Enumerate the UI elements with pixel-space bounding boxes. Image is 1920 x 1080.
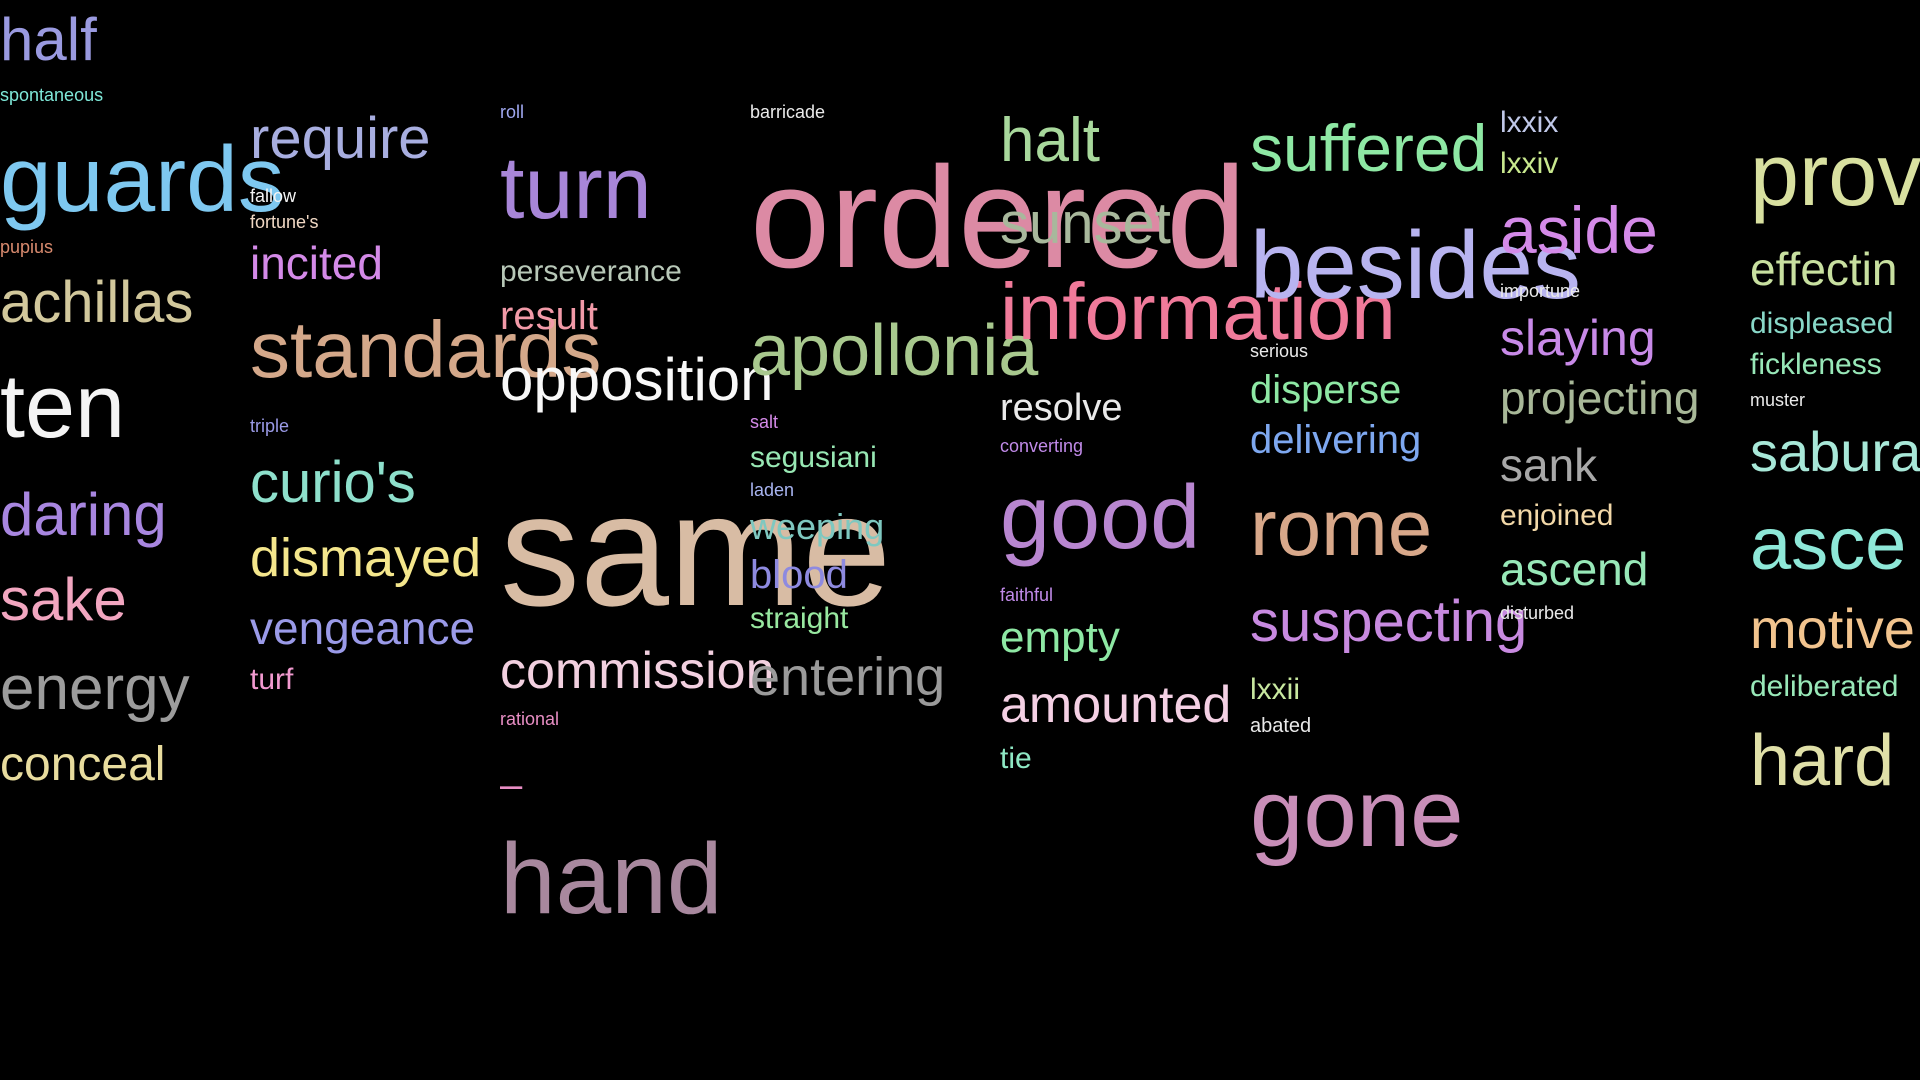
word: information [1000, 267, 1396, 356]
word: triple [250, 416, 290, 436]
word: lxxii [1250, 673, 1300, 706]
word: curio's [250, 450, 416, 515]
word: delivering [1250, 418, 1422, 462]
word: standards [250, 305, 602, 394]
word: rome [1250, 483, 1433, 572]
word: incited [250, 237, 383, 289]
word: projecting [1500, 372, 1700, 424]
word: ascend [1500, 543, 1649, 595]
word: resolve [1000, 387, 1123, 429]
word: besides [1250, 212, 1581, 319]
word: lxxix [1500, 106, 1559, 139]
word: rational [500, 709, 560, 729]
word: turf [250, 663, 294, 696]
word: lxxiv [1500, 147, 1559, 180]
word: gone [1250, 760, 1464, 867]
word: prov [1750, 125, 1920, 224]
word: deliberated [1750, 670, 1899, 703]
word: achillas [0, 270, 194, 335]
word: fallow [250, 186, 297, 206]
word: empty [1000, 613, 1120, 662]
word: pupius [0, 237, 54, 257]
word: result [500, 294, 598, 338]
word: turn [500, 138, 652, 237]
word: energy [0, 654, 190, 723]
word: laden [750, 480, 795, 500]
word: straight [750, 602, 849, 635]
word: disturbed [1500, 603, 1575, 623]
word: segusiani [750, 441, 877, 474]
word: suspecting [1250, 589, 1528, 654]
word: asce [1750, 502, 1907, 585]
word: faithful [1000, 585, 1054, 605]
word: sank [1500, 439, 1598, 491]
word: conceal [0, 738, 166, 791]
word: sabura [1750, 420, 1920, 483]
word: serious [1250, 341, 1309, 361]
word: amounted [1000, 676, 1232, 734]
word: perseverance [500, 255, 682, 288]
word: roll [500, 102, 525, 122]
word: enjoined [1500, 499, 1614, 532]
word: salt [750, 412, 779, 432]
word: spontaneous [0, 85, 104, 105]
word: good [1000, 468, 1201, 568]
word: ordered [750, 137, 1247, 298]
word: sake [0, 566, 127, 633]
word: daring [0, 481, 167, 548]
word: guards [0, 127, 285, 231]
word: fickleness [1750, 348, 1882, 381]
word: motive [1750, 597, 1915, 660]
word: weeping [750, 506, 885, 547]
word: require [250, 106, 431, 171]
word: importune [1500, 281, 1581, 301]
word: converting [1000, 436, 1084, 456]
word: barricade [750, 102, 826, 122]
word: fortune's [250, 212, 319, 232]
word: ten [0, 357, 126, 457]
word: effectin [1750, 243, 1898, 295]
word: suffered [1250, 111, 1488, 185]
word: hard [1750, 721, 1895, 801]
word: abated [1250, 715, 1312, 737]
word: blood [750, 553, 848, 597]
word: tie [1000, 742, 1032, 775]
word: half [0, 6, 97, 73]
word: muster [1750, 390, 1806, 410]
word: sunset [1000, 191, 1171, 256]
word: vengeance [250, 602, 476, 654]
word: dismayed [250, 528, 482, 588]
word: apollonia [750, 311, 1039, 391]
word: aside [1500, 193, 1658, 267]
word: slaying [1500, 310, 1656, 366]
word: – [500, 763, 523, 807]
word: halt [1000, 106, 1100, 175]
word: displeased [1750, 307, 1894, 340]
word: same [500, 460, 892, 639]
word: hand [500, 823, 723, 935]
word: commission [500, 642, 775, 700]
word: disperse [1250, 368, 1402, 412]
word: entering [750, 647, 946, 707]
word: opposition [500, 346, 774, 413]
